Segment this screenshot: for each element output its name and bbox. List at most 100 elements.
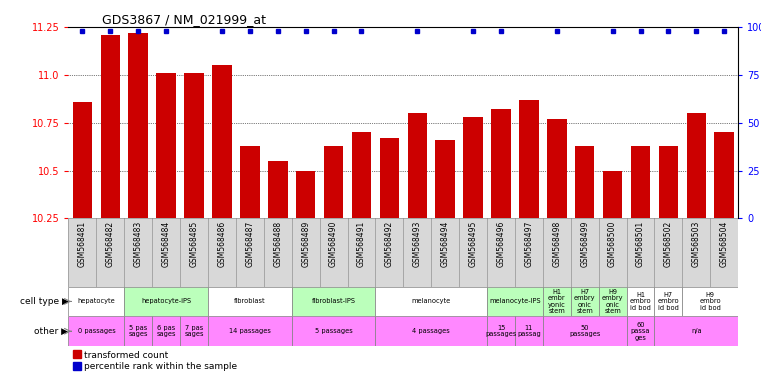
Bar bbox=[375, 316, 487, 346]
Bar bbox=[543, 286, 571, 316]
Bar bbox=[654, 286, 683, 316]
Text: GSM568484: GSM568484 bbox=[161, 220, 170, 267]
Bar bbox=[68, 286, 124, 316]
Bar bbox=[547, 119, 566, 218]
Text: hepatocyte: hepatocyte bbox=[78, 298, 115, 305]
Bar bbox=[626, 316, 654, 346]
Bar bbox=[152, 316, 180, 346]
Legend: transformed count, percentile rank within the sample: transformed count, percentile rank withi… bbox=[73, 351, 237, 371]
Bar bbox=[658, 146, 678, 218]
Text: 5 passages: 5 passages bbox=[315, 328, 352, 334]
Text: GDS3867 / NM_021999_at: GDS3867 / NM_021999_at bbox=[102, 13, 266, 26]
Text: GSM568490: GSM568490 bbox=[329, 220, 338, 267]
Text: GSM568489: GSM568489 bbox=[301, 220, 310, 267]
Text: GSM568486: GSM568486 bbox=[218, 220, 227, 267]
Text: H1
embr
yonic
stem: H1 embr yonic stem bbox=[548, 289, 565, 314]
Bar bbox=[603, 170, 622, 218]
Text: H1
embro
id bod: H1 embro id bod bbox=[629, 292, 651, 311]
Text: H7
embry
onic
stem: H7 embry onic stem bbox=[574, 289, 595, 314]
Text: 5 pas
sages: 5 pas sages bbox=[129, 325, 148, 338]
Text: H9
embry
onic
stem: H9 embry onic stem bbox=[602, 289, 623, 314]
Text: cell type ▶: cell type ▶ bbox=[20, 297, 68, 306]
Text: 15
passages: 15 passages bbox=[486, 325, 517, 338]
Bar bbox=[68, 316, 124, 346]
Text: H7
embro
id bod: H7 embro id bod bbox=[658, 292, 680, 311]
Bar bbox=[435, 140, 455, 218]
Bar bbox=[291, 316, 375, 346]
Bar bbox=[631, 146, 650, 218]
Text: n/a: n/a bbox=[691, 328, 702, 334]
Bar bbox=[180, 316, 208, 346]
Text: GSM568492: GSM568492 bbox=[385, 220, 394, 267]
Bar bbox=[599, 286, 626, 316]
Text: GSM568504: GSM568504 bbox=[720, 220, 729, 267]
Text: GSM568485: GSM568485 bbox=[189, 220, 199, 267]
Text: GSM568498: GSM568498 bbox=[552, 220, 562, 267]
Text: hepatocyte-iPS: hepatocyte-iPS bbox=[141, 298, 191, 305]
Text: 14 passages: 14 passages bbox=[229, 328, 271, 334]
Bar bbox=[686, 113, 706, 218]
Text: melanocyte: melanocyte bbox=[412, 298, 451, 305]
Bar bbox=[323, 146, 343, 218]
Bar bbox=[380, 138, 399, 218]
Bar bbox=[100, 35, 120, 218]
Text: melanocyte-IPS: melanocyte-IPS bbox=[489, 298, 541, 305]
Bar bbox=[408, 113, 427, 218]
Text: 7 pas
sages: 7 pas sages bbox=[184, 325, 204, 338]
Bar bbox=[268, 161, 288, 218]
Bar bbox=[715, 132, 734, 218]
Bar bbox=[492, 109, 511, 218]
Bar bbox=[571, 286, 599, 316]
Bar bbox=[240, 146, 260, 218]
Text: H9
embro
id bod: H9 embro id bod bbox=[699, 292, 721, 311]
Text: other ▶: other ▶ bbox=[34, 327, 68, 336]
Bar bbox=[124, 316, 152, 346]
Bar bbox=[375, 286, 487, 316]
Bar bbox=[124, 286, 208, 316]
Text: 6 pas
sages: 6 pas sages bbox=[157, 325, 176, 338]
Text: 50
passages: 50 passages bbox=[569, 325, 600, 338]
Bar bbox=[208, 316, 291, 346]
Bar bbox=[543, 316, 626, 346]
Text: GSM568501: GSM568501 bbox=[636, 220, 645, 267]
Bar bbox=[683, 286, 738, 316]
Text: GSM568491: GSM568491 bbox=[357, 220, 366, 267]
Bar bbox=[352, 132, 371, 218]
Text: GSM568497: GSM568497 bbox=[524, 220, 533, 267]
Bar bbox=[463, 117, 482, 218]
Text: GSM568502: GSM568502 bbox=[664, 220, 673, 267]
Bar bbox=[73, 102, 92, 218]
Text: 4 passages: 4 passages bbox=[412, 328, 450, 334]
Bar bbox=[291, 286, 375, 316]
Bar bbox=[157, 73, 176, 218]
Text: GSM568482: GSM568482 bbox=[106, 220, 115, 266]
Text: GSM568493: GSM568493 bbox=[412, 220, 422, 267]
Bar bbox=[129, 33, 148, 218]
Bar bbox=[626, 286, 654, 316]
Text: fibroblast: fibroblast bbox=[234, 298, 266, 305]
Bar bbox=[575, 146, 594, 218]
Bar bbox=[515, 316, 543, 346]
Bar bbox=[654, 316, 738, 346]
Bar bbox=[519, 100, 539, 218]
Text: GSM568503: GSM568503 bbox=[692, 220, 701, 267]
Bar bbox=[184, 73, 204, 218]
Text: GSM568488: GSM568488 bbox=[273, 220, 282, 266]
Bar bbox=[208, 286, 291, 316]
Bar bbox=[212, 65, 231, 218]
Bar bbox=[487, 316, 515, 346]
Bar bbox=[296, 170, 315, 218]
Text: GSM568487: GSM568487 bbox=[245, 220, 254, 267]
Text: GSM568499: GSM568499 bbox=[580, 220, 589, 267]
Text: 11
passag: 11 passag bbox=[517, 325, 541, 338]
Text: GSM568496: GSM568496 bbox=[496, 220, 505, 267]
Text: 0 passages: 0 passages bbox=[78, 328, 115, 334]
Text: GSM568481: GSM568481 bbox=[78, 220, 87, 266]
Text: GSM568500: GSM568500 bbox=[608, 220, 617, 267]
Text: GSM568495: GSM568495 bbox=[469, 220, 478, 267]
Text: GSM568494: GSM568494 bbox=[441, 220, 450, 267]
Text: GSM568483: GSM568483 bbox=[134, 220, 143, 267]
Text: 60
passa
ges: 60 passa ges bbox=[631, 322, 650, 341]
Text: fibroblast-IPS: fibroblast-IPS bbox=[311, 298, 355, 305]
Bar bbox=[487, 286, 543, 316]
